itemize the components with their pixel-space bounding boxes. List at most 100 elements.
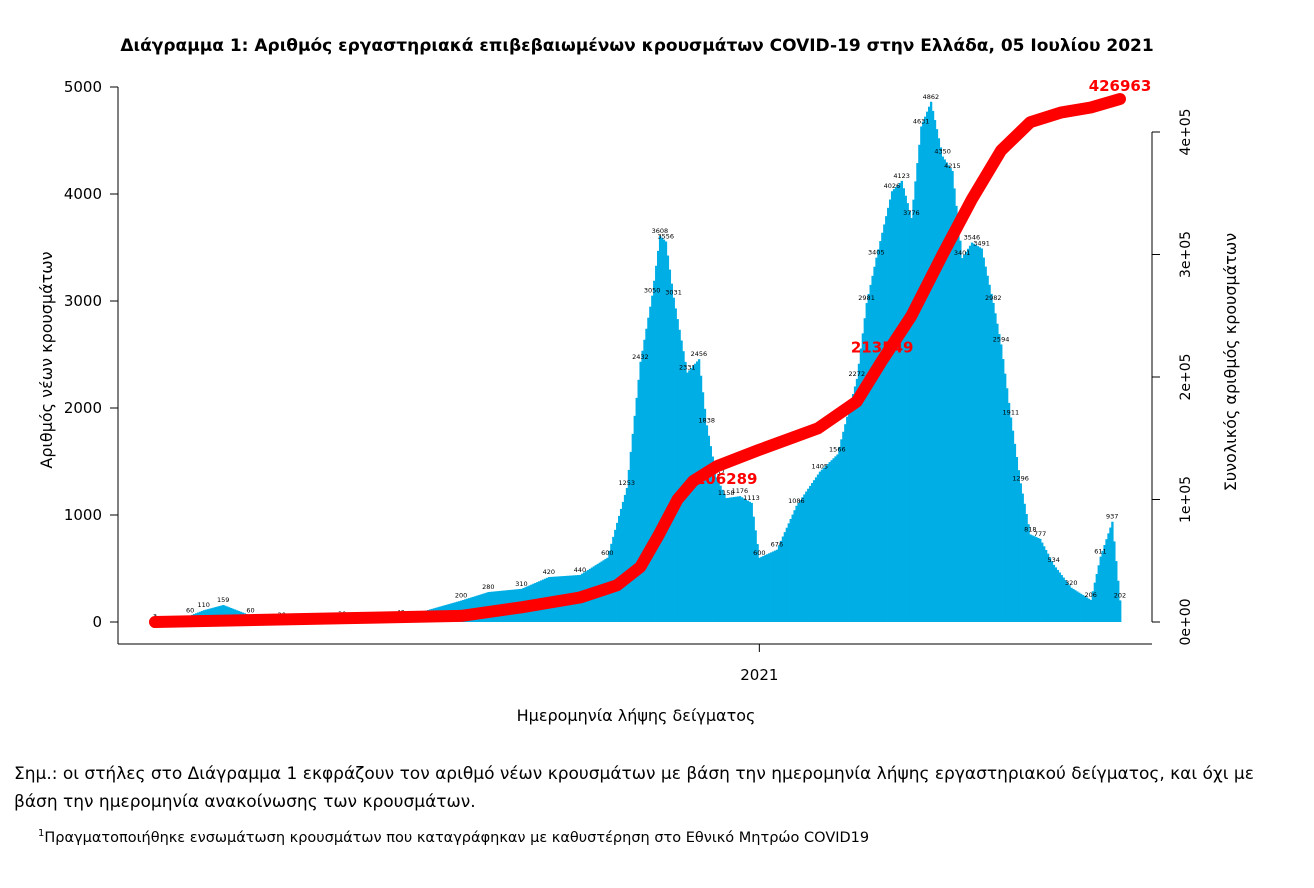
bar-value-label: 3491	[973, 239, 990, 247]
bar	[814, 477, 818, 622]
bar	[1091, 591, 1095, 622]
bar	[933, 120, 937, 622]
bar	[859, 348, 863, 622]
bar	[861, 333, 865, 622]
bar	[760, 556, 763, 622]
bar-value-label: 818	[1024, 525, 1036, 533]
bar	[214, 607, 217, 622]
bar	[1115, 561, 1118, 622]
bar	[1041, 542, 1044, 622]
bar-value-label: 4123	[893, 172, 910, 180]
bar	[898, 182, 902, 622]
bar-value-label: 611	[1094, 548, 1106, 556]
bar	[651, 295, 654, 622]
bar	[963, 254, 966, 623]
bar	[955, 205, 958, 622]
bar	[216, 606, 219, 622]
bar	[1005, 388, 1009, 622]
bar	[773, 550, 777, 622]
bar	[947, 165, 950, 623]
bar	[715, 477, 718, 622]
bar	[781, 536, 785, 622]
bar-value-label: 202	[1114, 591, 1126, 599]
bar-value-label: 4631	[913, 117, 930, 125]
bar	[885, 216, 888, 622]
bar	[692, 365, 695, 622]
bar	[836, 454, 839, 622]
bar	[912, 199, 915, 622]
bar	[1111, 521, 1114, 622]
footnote: 1Πραγματοποιήθηκε ενσωμάτωση κρουσμάτων …	[38, 828, 869, 846]
bar	[1039, 538, 1042, 622]
bar	[902, 188, 905, 622]
bar	[627, 469, 631, 622]
bar	[824, 465, 828, 622]
bar	[1117, 580, 1120, 622]
bar	[900, 180, 904, 623]
bar	[727, 497, 730, 622]
bar	[957, 223, 960, 623]
bar-value-label: 3405	[868, 249, 885, 257]
bar	[994, 313, 997, 622]
y2-axis-title: Συνολικός αριθμός κρουσμάτων	[1221, 233, 1240, 492]
bar-value-label: 2456	[691, 350, 708, 358]
bar	[612, 536, 615, 622]
bar	[966, 248, 970, 622]
bar	[1019, 483, 1022, 622]
bar	[623, 494, 627, 622]
bar	[863, 318, 866, 622]
bar	[680, 340, 683, 622]
bar	[869, 284, 872, 622]
bar	[723, 493, 726, 622]
y2-tick-label: 4e+05	[1178, 108, 1194, 155]
bar	[818, 471, 822, 622]
bar	[1000, 344, 1003, 622]
bar	[939, 147, 943, 623]
bar-value-label: 3401	[954, 249, 971, 257]
bar-value-label: 1296	[1012, 474, 1029, 482]
bar	[1015, 457, 1019, 622]
bar	[1011, 430, 1015, 622]
bar	[637, 379, 640, 622]
y-tick-label: 2000	[64, 399, 102, 417]
bar-value-label: 937	[1106, 513, 1118, 521]
bar	[672, 297, 675, 622]
bar-value-label: 110	[198, 601, 210, 609]
bar-value-label: 1253	[619, 479, 636, 487]
bar	[1007, 402, 1011, 622]
bar	[1009, 417, 1013, 622]
bar	[775, 549, 779, 622]
bar-value-label: 1086	[788, 497, 805, 505]
bar-value-label: 600	[753, 549, 765, 557]
bar	[641, 350, 644, 622]
bar	[719, 485, 722, 622]
bar	[892, 189, 896, 622]
bar	[635, 397, 638, 622]
y2-tick-label: 2e+05	[1178, 353, 1194, 400]
bar	[801, 497, 804, 622]
bar	[656, 250, 660, 623]
bar	[1081, 595, 1085, 622]
bar	[631, 433, 635, 622]
bar	[1101, 550, 1104, 622]
bar-value-label: 1405	[812, 463, 829, 471]
bar	[785, 527, 789, 622]
bar	[1076, 591, 1079, 622]
bar	[941, 156, 944, 623]
bar	[777, 545, 781, 622]
bar-value-label: 1838	[698, 416, 715, 424]
bar	[1021, 493, 1024, 622]
bar	[668, 269, 672, 622]
bar	[1099, 556, 1102, 622]
bar	[828, 462, 831, 622]
bar	[625, 487, 629, 622]
cumulative-label: 213549	[851, 338, 914, 356]
bar-value-label: 3546	[964, 234, 981, 242]
bar	[731, 497, 734, 622]
y-tick-label: 5000	[64, 78, 102, 96]
bar	[1093, 582, 1097, 622]
bar	[1002, 359, 1005, 622]
bar	[906, 203, 909, 622]
bar	[881, 232, 884, 622]
bar	[945, 162, 948, 622]
